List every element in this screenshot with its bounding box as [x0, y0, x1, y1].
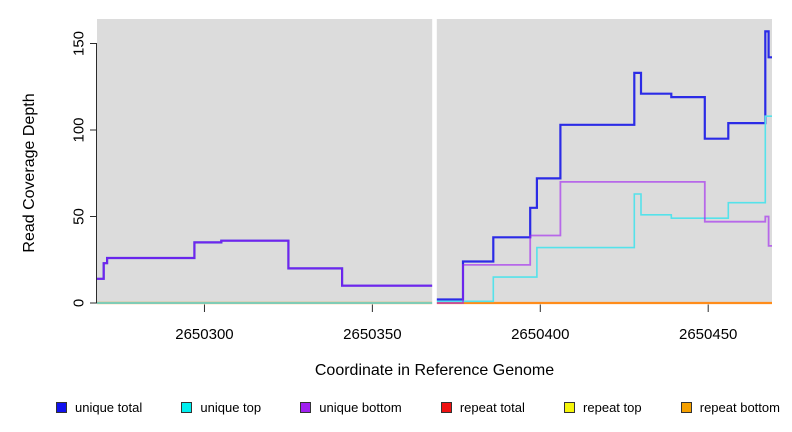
chart-legend: unique total unique top unique bottom repea…: [0, 394, 792, 420]
legend-item-unique-bottom: unique bottom: [300, 399, 402, 415]
x-tick-label: 2650350: [343, 326, 401, 343]
y-tick-label: 50: [71, 208, 88, 225]
missing-data-gap: [432, 17, 437, 305]
legend-swatch-unique-bottom: [300, 401, 312, 413]
legend-swatch-unique-top: [181, 401, 193, 413]
legend-item-repeat-total: repeat total: [440, 399, 525, 415]
legend-label: repeat total: [459, 399, 525, 415]
legend-label: repeat top: [583, 399, 642, 415]
legend-label: unique total: [75, 399, 143, 415]
x-tick-label: 2650300: [175, 326, 233, 343]
series-line-unique-top: [97, 115, 772, 304]
coverage-chart: 0 50 100 150 2650300 2650350 2650400 2650450: [71, 17, 772, 343]
x-tick-label: 2650450: [679, 326, 737, 343]
x-axis-title: Coordinate in Reference Genome: [314, 362, 555, 379]
series-line-unique-bottom: [97, 181, 772, 304]
legend-swatch-unique-total: [56, 401, 67, 413]
legend-label: repeat bottom: [699, 399, 780, 415]
legend-item-unique-top: unique top: [181, 400, 261, 415]
legend-swatch-repeat-bottom: [680, 401, 692, 413]
legend-label: unique top: [200, 399, 262, 415]
x-tick-label: 2650400: [511, 326, 569, 343]
y-tick-label: 0: [71, 299, 88, 307]
y-axis-title: Read Coverage Depth: [21, 93, 38, 253]
legend-swatch-repeat-total: [440, 401, 452, 413]
legend-item-repeat-top: repeat top: [564, 400, 642, 415]
y-tick-label: 100: [71, 117, 88, 142]
legend-label: unique bottom: [319, 399, 402, 415]
legend-item-unique-total: unique total: [56, 400, 142, 415]
y-tick-label: 150: [71, 31, 88, 56]
legend-item-repeat-bottom: repeat bottom: [680, 399, 780, 415]
legend-swatch-repeat-top: [564, 401, 576, 413]
